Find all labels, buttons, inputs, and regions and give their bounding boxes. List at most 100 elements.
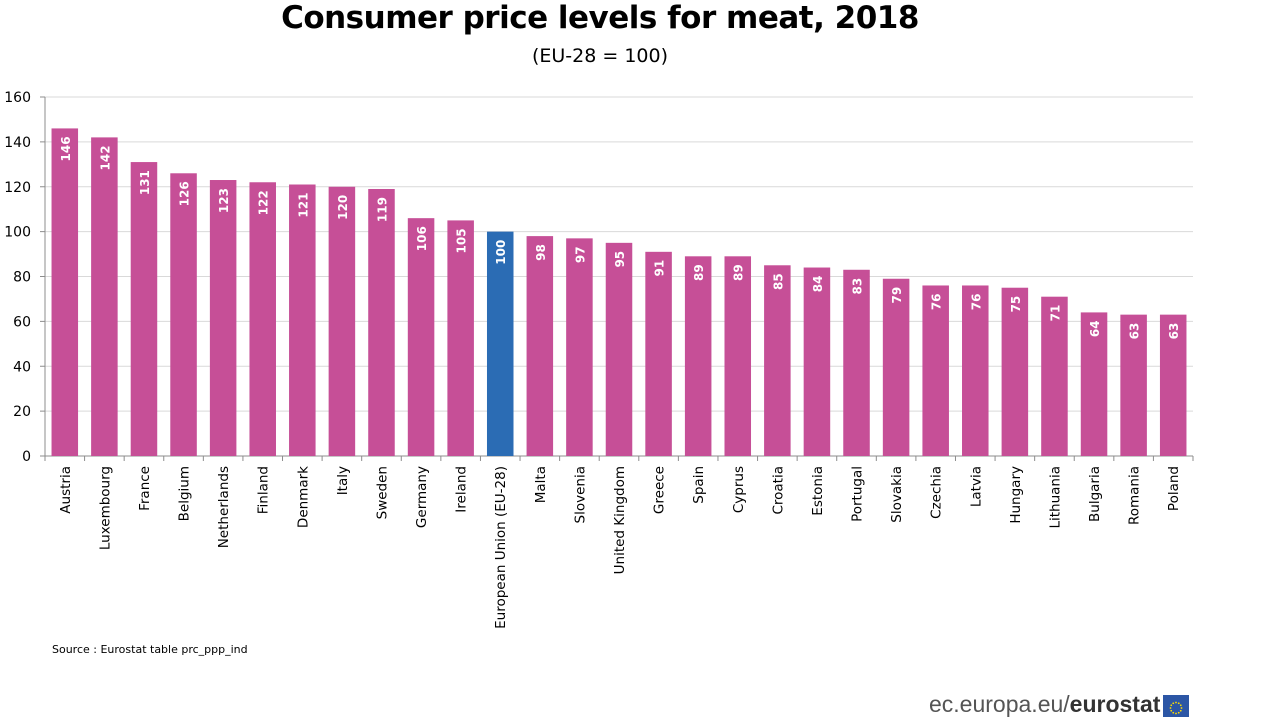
y-tick-label: 80 bbox=[13, 270, 31, 286]
x-tick-label: Romania bbox=[1127, 466, 1143, 525]
bar bbox=[130, 162, 158, 456]
bar bbox=[605, 242, 633, 456]
chart-title: Consumer price levels for meat, 2018 bbox=[281, 0, 919, 36]
x-tick-label: Belgium bbox=[177, 466, 193, 521]
bar-value-label: 76 bbox=[930, 293, 944, 310]
x-tick-label: Sweden bbox=[374, 466, 390, 519]
bar-value-label: 126 bbox=[178, 181, 192, 206]
bar bbox=[447, 220, 474, 456]
bar bbox=[922, 285, 949, 456]
chart-subtitle: (EU-28 = 100) bbox=[531, 45, 669, 67]
bar bbox=[1120, 314, 1147, 456]
x-tick-label: Spain bbox=[691, 466, 707, 504]
bar bbox=[289, 184, 316, 456]
bar bbox=[170, 173, 197, 456]
x-tick-label: European Union (EU-28) bbox=[493, 466, 509, 629]
bar bbox=[51, 128, 79, 456]
bar-value-label: 76 bbox=[969, 293, 983, 310]
x-tick-label: Austria bbox=[58, 466, 74, 514]
y-tick-label: 20 bbox=[13, 404, 31, 420]
bar bbox=[566, 238, 593, 456]
x-tick-label: Denmark bbox=[295, 466, 311, 528]
bar-value-label: 63 bbox=[1167, 323, 1181, 340]
x-tick-label: United Kingdom bbox=[612, 466, 628, 574]
x-tick-label: France bbox=[137, 466, 153, 511]
bars: 146 142 131 126 123 122 121 120 119 106 105 100 98 97… bbox=[51, 128, 1187, 457]
y-tick-label: 40 bbox=[13, 359, 31, 375]
x-tick-label: Lithuania bbox=[1047, 466, 1063, 529]
y-axis-ticks: 0 20 40 60 80 100 120 140 160 bbox=[4, 90, 46, 465]
bar bbox=[1041, 296, 1068, 456]
bar bbox=[91, 137, 118, 456]
bar-value-label: 89 bbox=[692, 264, 706, 281]
bar-value-label: 105 bbox=[455, 228, 469, 253]
bar-value-label: 122 bbox=[257, 190, 271, 215]
bar-value-label: 119 bbox=[375, 197, 389, 222]
bar-value-label: 121 bbox=[296, 193, 310, 218]
bar-value-label: 84 bbox=[811, 276, 825, 293]
x-tick-label: Germany bbox=[414, 466, 430, 528]
x-tick-label: Malta bbox=[533, 466, 549, 503]
x-tick-label: Italy bbox=[335, 466, 351, 495]
eurostat-brand: ec.europa.eu/eurostat bbox=[929, 690, 1190, 718]
x-tick-label: Cyprus bbox=[731, 466, 747, 513]
bar-value-label: 106 bbox=[415, 226, 429, 251]
bar bbox=[407, 218, 435, 456]
bar bbox=[209, 180, 237, 457]
brand-name: eurostat bbox=[1069, 691, 1161, 717]
y-tick-label: 60 bbox=[13, 314, 31, 330]
bar-value-label: 120 bbox=[336, 195, 350, 220]
bar bbox=[684, 256, 712, 456]
x-tick-label: Finland bbox=[256, 466, 272, 514]
bar bbox=[328, 186, 356, 456]
eu-flag-icon bbox=[1163, 695, 1190, 717]
bar-value-label: 71 bbox=[1048, 305, 1062, 322]
y-tick-label: 140 bbox=[4, 135, 31, 151]
bar-value-label: 146 bbox=[59, 136, 73, 161]
x-tick-label: Latvia bbox=[968, 466, 984, 507]
bar bbox=[486, 231, 514, 456]
x-tick-label: Greece bbox=[652, 466, 668, 514]
x-tick-label: Hungary bbox=[1008, 466, 1024, 524]
bar-value-label: 83 bbox=[851, 278, 865, 295]
bar-value-label: 100 bbox=[494, 240, 508, 265]
bar bbox=[1001, 287, 1029, 456]
bar-chart: 0 20 40 60 80 100 120 140 160 146 142 131 126 123 122… bbox=[4, 90, 1194, 629]
bar-value-label: 95 bbox=[613, 251, 627, 268]
bar-value-label: 131 bbox=[138, 170, 152, 195]
bar bbox=[249, 182, 276, 456]
bar-value-label: 85 bbox=[771, 273, 785, 290]
bar bbox=[368, 188, 395, 456]
x-tick-label: Czechia bbox=[929, 466, 945, 519]
bar bbox=[645, 251, 672, 456]
bar bbox=[882, 278, 910, 456]
x-tick-label: Ireland bbox=[454, 466, 470, 513]
brand-domain: ec.europa.eu/ bbox=[929, 691, 1070, 717]
x-tick-label: Poland bbox=[1166, 466, 1182, 511]
bar bbox=[1080, 312, 1108, 456]
bar-value-label: 123 bbox=[217, 188, 231, 213]
bar bbox=[764, 265, 791, 456]
x-tick-label: Luxembourg bbox=[97, 466, 113, 550]
x-tick-label: Netherlands bbox=[216, 466, 232, 548]
bar-value-label: 98 bbox=[534, 244, 548, 261]
bar-value-label: 142 bbox=[98, 145, 112, 170]
y-tick-label: 100 bbox=[4, 225, 31, 241]
bar-value-label: 63 bbox=[1128, 323, 1142, 340]
bar bbox=[724, 256, 752, 456]
source-note: Source : Eurostat table prc_ppp_ind bbox=[52, 643, 248, 656]
bar bbox=[843, 269, 870, 456]
bar bbox=[1159, 314, 1187, 456]
bar-value-label: 79 bbox=[890, 287, 904, 304]
x-tick-label: Estonia bbox=[810, 466, 826, 516]
bar-value-label: 97 bbox=[573, 246, 587, 263]
bar-value-label: 89 bbox=[732, 264, 746, 281]
x-axis-labels: Austria Luxembourg France Belgium Netherland… bbox=[44, 456, 1194, 629]
bar bbox=[803, 267, 831, 456]
y-tick-label: 160 bbox=[4, 90, 31, 106]
bar bbox=[526, 236, 554, 456]
bar bbox=[962, 285, 989, 456]
bar-value-label: 91 bbox=[653, 260, 667, 277]
x-tick-label: Croatia bbox=[770, 466, 786, 515]
bar-value-label: 75 bbox=[1009, 296, 1023, 313]
